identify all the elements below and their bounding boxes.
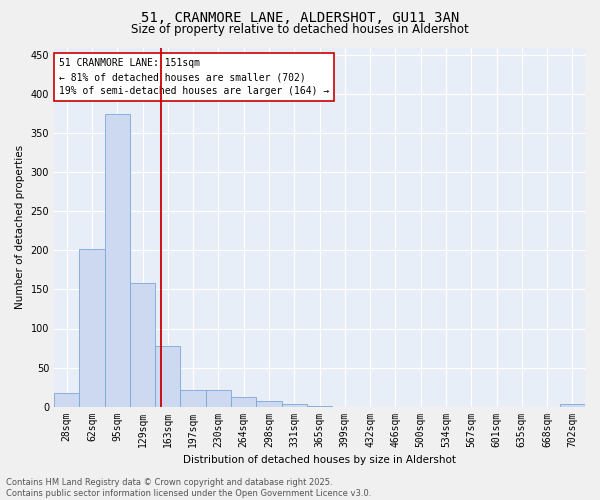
Bar (206, 390, 231, 406)
Bar (54, 392, 79, 406)
Bar (79, 249, 104, 406)
Bar (231, 397, 256, 406)
X-axis label: Distribution of detached houses by size in Aldershot: Distribution of detached houses by size … (183, 455, 456, 465)
Bar (560, 404, 585, 406)
Text: Contains HM Land Registry data © Crown copyright and database right 2025.
Contai: Contains HM Land Registry data © Crown c… (6, 478, 371, 498)
Bar (181, 390, 206, 406)
Bar (256, 401, 281, 406)
Bar (104, 114, 130, 406)
Text: 51, CRANMORE LANE, ALDERSHOT, GU11 3AN: 51, CRANMORE LANE, ALDERSHOT, GU11 3AN (141, 11, 459, 25)
Bar (281, 404, 307, 406)
Bar (130, 283, 155, 406)
Text: 51 CRANMORE LANE: 151sqm
← 81% of detached houses are smaller (702)
19% of semi-: 51 CRANMORE LANE: 151sqm ← 81% of detach… (59, 58, 329, 96)
Y-axis label: Number of detached properties: Number of detached properties (15, 145, 25, 309)
Bar (155, 346, 181, 406)
Text: Size of property relative to detached houses in Aldershot: Size of property relative to detached ho… (131, 22, 469, 36)
